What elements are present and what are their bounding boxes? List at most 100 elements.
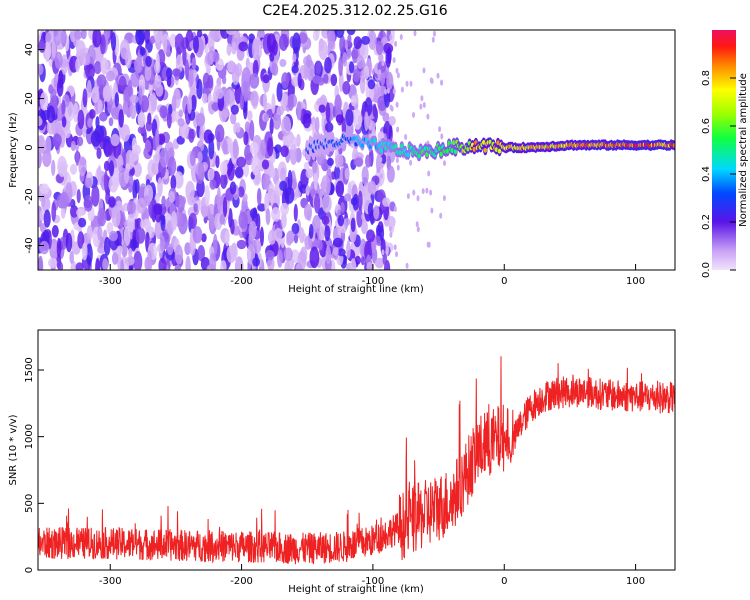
snr-y-label: SNR (10 * v/v) bbox=[8, 414, 19, 485]
spectrogram-cell bbox=[271, 93, 276, 115]
spectrogram-cell bbox=[190, 94, 197, 112]
spectrogram-cell bbox=[65, 232, 73, 253]
spectrogram-cell bbox=[341, 117, 346, 136]
spectrogram-cell bbox=[127, 79, 133, 97]
spectrogram-cell bbox=[281, 115, 292, 137]
spectrogram-cell bbox=[166, 111, 172, 129]
spectrogram-cell bbox=[280, 145, 289, 157]
spectrogram-cell bbox=[84, 177, 92, 188]
spectrogram-cell bbox=[429, 189, 433, 196]
spectrogram-cell bbox=[271, 207, 281, 222]
spectrogram-cell bbox=[51, 225, 59, 238]
snr-series-line bbox=[38, 356, 675, 565]
spectrogram-cell bbox=[382, 252, 388, 265]
spectrogram-ridge-cell bbox=[400, 143, 404, 149]
spectrogram-cell bbox=[144, 64, 152, 82]
spectrogram-cells bbox=[38, 30, 675, 270]
spectrogram-cell bbox=[103, 236, 111, 256]
spectrogram-cell bbox=[97, 226, 103, 241]
spectrogram-cell bbox=[252, 257, 260, 267]
spectrogram-cell bbox=[339, 34, 346, 54]
spectrogram-cell bbox=[208, 138, 215, 160]
spectrogram-cell bbox=[302, 113, 311, 129]
spectrogram-cell bbox=[56, 237, 62, 258]
spectrogram-cell bbox=[386, 165, 395, 183]
spectrogram-cell bbox=[188, 128, 195, 143]
spectrogram-cell bbox=[236, 156, 247, 168]
spectrogram-cell bbox=[384, 88, 387, 95]
spectrogram-cell bbox=[97, 207, 107, 227]
spectrogram-cell bbox=[315, 60, 322, 75]
x-tick-label: -200 bbox=[230, 276, 253, 287]
spectrogram-cell bbox=[321, 194, 332, 213]
spectrogram-cell bbox=[347, 34, 352, 45]
spectrogram-cell bbox=[335, 153, 344, 168]
spectrogram-cell bbox=[158, 257, 167, 270]
spectrogram-cell bbox=[334, 30, 345, 38]
spectrogram-x-label: Height of straight line (km) bbox=[288, 284, 424, 295]
spectrogram-cell bbox=[359, 74, 366, 94]
spectrogram-cell bbox=[283, 247, 293, 262]
spectrogram-cell bbox=[277, 249, 283, 268]
spectrogram-cell bbox=[274, 227, 283, 240]
spectrogram-cell bbox=[148, 81, 153, 96]
spectrogram-cell bbox=[188, 212, 198, 229]
spectrogram-cell bbox=[170, 211, 178, 231]
spectrogram-ridge-cell bbox=[494, 147, 499, 153]
spectrogram-cell bbox=[265, 208, 271, 225]
spectrogram-cell bbox=[197, 245, 206, 262]
spectrogram-cell bbox=[279, 33, 289, 52]
spectrogram-cell bbox=[121, 243, 128, 258]
spectrogram-cell bbox=[61, 99, 66, 115]
spectrogram-cell bbox=[350, 217, 356, 232]
spectrogram-cell bbox=[279, 59, 287, 67]
spectrogram-cell bbox=[299, 227, 305, 244]
spectrogram-cell bbox=[48, 257, 58, 268]
spectrogram-ridge-cell bbox=[360, 143, 365, 149]
spectrogram-cell bbox=[91, 86, 100, 104]
spectrogram-cell bbox=[396, 126, 400, 133]
spectrogram-cell bbox=[269, 117, 274, 135]
spectrogram-cell bbox=[155, 52, 160, 72]
spectrogram-cell bbox=[284, 186, 295, 204]
spectrogram-cell bbox=[412, 189, 416, 196]
spectrogram-ridge-cell bbox=[417, 153, 421, 159]
spectrogram-cell bbox=[324, 225, 331, 242]
spectrogram-cell bbox=[42, 149, 52, 168]
spectrogram-cell bbox=[323, 73, 329, 84]
y-tick-label: 20 bbox=[24, 92, 35, 105]
spectrogram-cell bbox=[40, 109, 51, 121]
spectrogram-cell bbox=[399, 34, 403, 40]
spectrogram-cell bbox=[76, 208, 85, 217]
spectrogram-cell bbox=[276, 82, 283, 102]
spectrogram-cell bbox=[427, 170, 431, 177]
spectrogram-cell bbox=[97, 99, 103, 114]
spectrogram-cell bbox=[274, 144, 282, 154]
spectrogram-cell bbox=[337, 214, 345, 227]
spectrogram-cell bbox=[292, 32, 301, 54]
spectrogram-cell bbox=[118, 75, 127, 92]
spectrogram-cell bbox=[345, 108, 354, 127]
spectrogram-cell bbox=[367, 180, 377, 195]
spectrogram-cell bbox=[238, 41, 249, 52]
spectrogram-cell bbox=[291, 65, 299, 74]
spectrogram-cell bbox=[69, 250, 74, 264]
spectrogram-cell bbox=[238, 211, 248, 229]
spectrogram-cell bbox=[127, 213, 135, 233]
spectrogram-cell bbox=[137, 126, 146, 134]
spectrogram-cell bbox=[129, 94, 139, 104]
spectrogram-cell bbox=[168, 191, 175, 204]
spectrogram-cell bbox=[212, 51, 220, 63]
spectrogram-cell bbox=[243, 99, 248, 120]
spectrogram-cell bbox=[342, 81, 351, 95]
spectrogram-cell bbox=[332, 247, 339, 256]
snr-x-ticks: -300 -200 -100 0 100 bbox=[99, 564, 645, 587]
spectrogram-cell bbox=[57, 106, 62, 121]
spectrogram-cell bbox=[231, 64, 240, 86]
spectrogram-cell bbox=[366, 261, 374, 270]
spectrogram-cell bbox=[422, 67, 426, 74]
spectrogram-cell bbox=[78, 156, 87, 177]
spectrogram-cell bbox=[297, 250, 307, 270]
spectrogram-cell bbox=[360, 256, 365, 266]
x-tick-label: -200 bbox=[230, 576, 253, 587]
